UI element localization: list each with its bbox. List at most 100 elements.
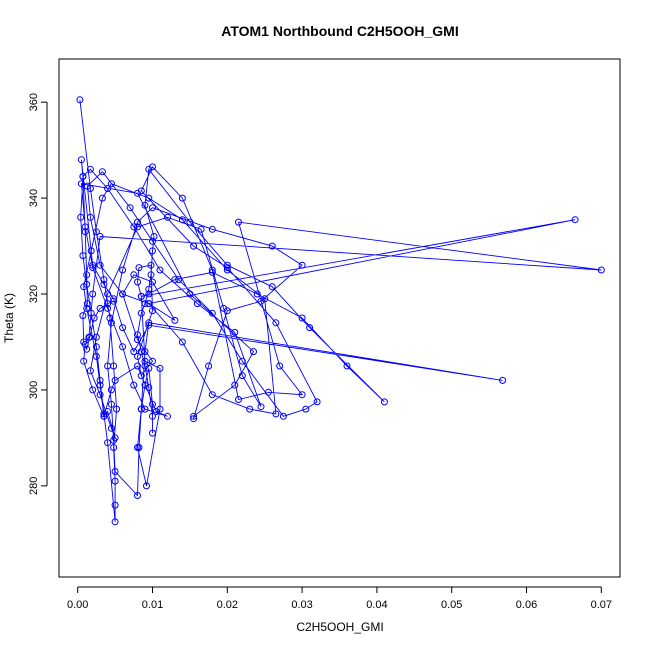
data-point <box>83 300 91 308</box>
data-point <box>106 314 114 322</box>
y-tick-label: 360 <box>28 93 40 111</box>
data-point <box>208 268 216 276</box>
data-point <box>343 362 351 370</box>
data-point <box>253 290 261 298</box>
data-point <box>98 168 106 176</box>
data-layer <box>76 96 605 526</box>
data-point <box>83 271 91 279</box>
data-point <box>197 225 205 233</box>
data-point <box>134 336 141 344</box>
data-point <box>186 290 194 298</box>
data-point <box>134 218 141 226</box>
data-point <box>149 247 156 255</box>
data-point <box>141 357 149 365</box>
data-point <box>223 307 231 315</box>
data-point <box>150 233 158 240</box>
data-point <box>231 381 239 389</box>
data-point <box>141 381 149 389</box>
data-point <box>104 408 112 415</box>
data-point <box>86 367 94 375</box>
data-point <box>141 405 149 413</box>
data-point <box>276 362 284 370</box>
data-point <box>137 372 145 380</box>
data-point <box>145 319 153 327</box>
data-point <box>96 381 104 389</box>
data-point <box>134 444 141 451</box>
data-point <box>119 324 127 332</box>
data-point <box>171 316 179 324</box>
data-point <box>113 405 121 413</box>
data-point <box>220 304 228 312</box>
data-point <box>257 403 265 411</box>
data-point <box>264 388 272 396</box>
data-point <box>313 398 321 406</box>
data-point <box>190 415 198 423</box>
data-point <box>107 400 115 408</box>
data-point <box>178 216 186 224</box>
data-point <box>81 223 89 231</box>
data-point <box>126 204 134 212</box>
data-point <box>130 348 138 356</box>
data-point <box>137 309 145 317</box>
data-point <box>86 333 94 341</box>
data-point <box>83 304 91 312</box>
data-point <box>223 264 231 272</box>
data-point <box>92 228 100 236</box>
y-tick-label: 340 <box>28 189 40 207</box>
data-point <box>149 357 156 365</box>
data-point <box>208 225 216 233</box>
data-point <box>80 338 88 346</box>
data-point <box>141 300 149 308</box>
data-point <box>100 280 108 288</box>
data-point <box>89 290 97 298</box>
x-tick-label: 0.01 <box>142 599 163 611</box>
data-point <box>141 201 149 209</box>
data-point <box>272 319 280 327</box>
data-point <box>89 261 97 269</box>
data-point <box>190 412 198 420</box>
data-point <box>193 300 201 308</box>
data-point <box>86 213 94 221</box>
data-point <box>302 405 310 413</box>
data-point <box>149 307 156 315</box>
data-point <box>246 405 254 413</box>
data-point <box>110 295 118 303</box>
data-point <box>235 396 242 403</box>
data-point <box>134 492 141 499</box>
data-point <box>147 261 155 269</box>
data-point <box>147 271 155 279</box>
data-point <box>208 266 216 274</box>
data-point <box>80 357 88 365</box>
data-point <box>98 194 106 202</box>
data-point <box>100 276 108 284</box>
data-point <box>104 362 112 370</box>
data-point <box>279 412 287 420</box>
data-point <box>77 213 85 221</box>
x-tick-label: 0.02 <box>217 599 238 611</box>
data-point <box>134 331 141 339</box>
data-point <box>156 266 164 274</box>
data-point <box>238 357 246 365</box>
x-axis: 0.00 0.01 0.02 0.03 0.04 0.05 0.06 0.07 <box>67 586 612 611</box>
data-point <box>111 501 119 509</box>
data-point <box>223 261 231 269</box>
data-point <box>137 405 145 413</box>
data-point <box>380 398 388 406</box>
data-point <box>145 300 153 308</box>
x-tick-label: 0.03 <box>291 599 312 611</box>
data-point <box>100 412 108 420</box>
data-point <box>164 412 171 420</box>
data-point <box>223 266 231 274</box>
data-point <box>96 304 104 312</box>
data-point <box>86 165 94 173</box>
data-point <box>96 376 104 384</box>
data-point <box>110 444 118 451</box>
x-tick-label: 0.06 <box>516 599 537 611</box>
x-tick-label: 0.05 <box>441 599 462 611</box>
data-point <box>96 233 104 240</box>
data-point <box>208 391 216 399</box>
data-point <box>92 333 100 341</box>
data-point <box>76 96 84 104</box>
data-point <box>96 391 104 399</box>
plot-frame <box>58 58 621 578</box>
